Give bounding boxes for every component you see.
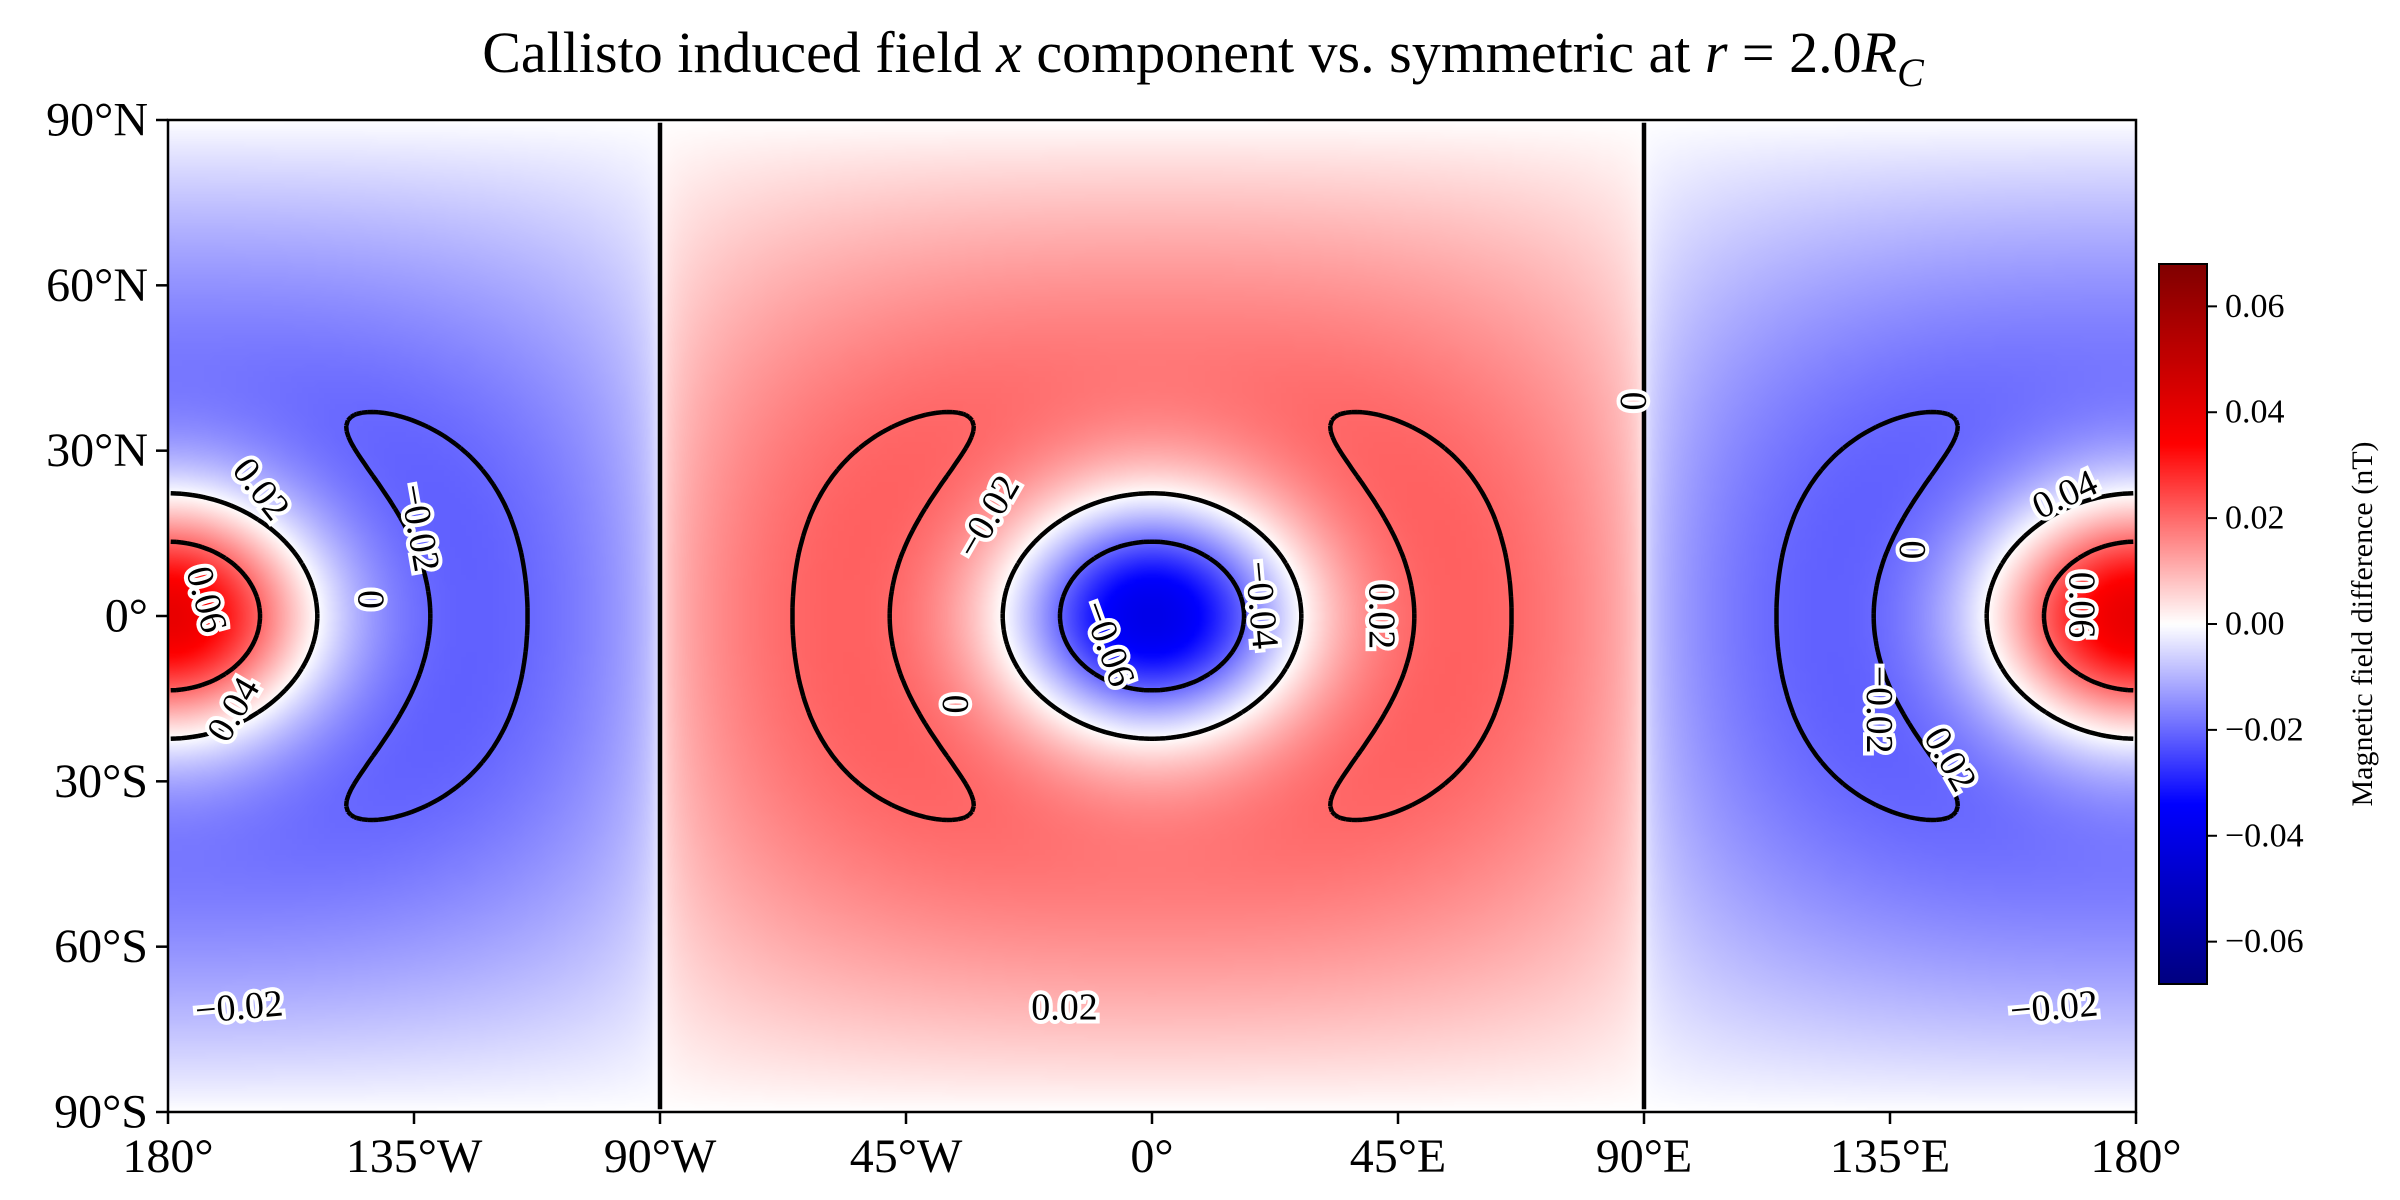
y-axis: 90°N 60°N 30°N 0° 30°S 60°S 90°S bbox=[46, 94, 168, 1139]
x-tick-label: 180° bbox=[122, 1130, 213, 1183]
y-tick-label: 30°N bbox=[46, 424, 148, 477]
colorbar-label: Magnetic field difference (nT) bbox=[2346, 441, 2379, 806]
title-middle: component vs. symmetric at bbox=[1022, 20, 1705, 85]
y-tick-label: 90°N bbox=[46, 94, 148, 147]
contour-label: 0 bbox=[934, 695, 976, 714]
y-tick-label: 60°N bbox=[46, 259, 148, 312]
x-tick-label: 135°E bbox=[1830, 1130, 1951, 1183]
colorbar-tick-label: −0.04 bbox=[2225, 817, 2304, 854]
colorbar-tick-label: 0.06 bbox=[2225, 288, 2285, 325]
contour-label: 0.02 bbox=[1031, 986, 1098, 1028]
title-sub: C bbox=[1897, 50, 1925, 95]
chart-title: Callisto induced field x component vs. s… bbox=[482, 20, 1925, 95]
y-tick-label: 30°S bbox=[54, 755, 148, 808]
contour-label: 0.02 bbox=[1361, 583, 1403, 650]
contour-label: 0 bbox=[1612, 392, 1654, 411]
y-tick-label: 60°S bbox=[54, 920, 148, 973]
contour-label: −0.02 bbox=[1858, 666, 1900, 754]
contour-label: 0 bbox=[349, 590, 391, 609]
x-axis: 180° 135°W 90°W 45°W 0° 45°E 90°E 135°E 180° bbox=[122, 1112, 2182, 1183]
contour-level-neg0p02 bbox=[343, 409, 1961, 823]
colorbar-tick-label: −0.06 bbox=[2225, 923, 2304, 960]
x-tick-label: 45°W bbox=[850, 1130, 963, 1183]
colorbar-tick-label: 0.04 bbox=[2225, 394, 2285, 431]
x-tick-label: 90°E bbox=[1596, 1130, 1693, 1183]
colorbar-tick-label: −0.02 bbox=[2225, 711, 2304, 748]
title-var: x bbox=[995, 20, 1022, 85]
colorbar-tick-label: 0.00 bbox=[2225, 606, 2285, 643]
title-eq: = 2.0 bbox=[1727, 20, 1861, 85]
contour-label: 0 bbox=[1891, 540, 1933, 559]
title-rvar: r bbox=[1705, 20, 1728, 85]
plot-area: 0.020.060.040−0.02−0.02−0.020−0.06 −0.04 0… bbox=[166, 118, 2138, 1114]
title-prefix: Callisto induced field bbox=[482, 20, 996, 85]
x-tick-label: 180° bbox=[2090, 1130, 2181, 1183]
contour-level-0 bbox=[170, 122, 2134, 1110]
contour-label: 0.06 bbox=[2060, 572, 2102, 639]
colorbar-ticks: 0.06 0.04 0.02 0.00 −0.02 −0.04 −0.06 bbox=[2207, 288, 2304, 960]
contour-level-0p02 bbox=[170, 409, 2134, 823]
colorbar: 0.06 0.04 0.02 0.00 −0.02 −0.04 −0.06 Magnetic… bbox=[2158, 263, 2379, 985]
contour-label: −0.02 bbox=[193, 983, 284, 1033]
colorbar-gradient bbox=[2159, 264, 2207, 984]
x-tick-label: 45°E bbox=[1350, 1130, 1447, 1183]
y-tick-label: 0° bbox=[105, 590, 148, 643]
title-R: R bbox=[1861, 20, 1897, 85]
x-tick-label: 135°W bbox=[346, 1130, 483, 1183]
colorbar-tick-label: 0.02 bbox=[2225, 500, 2285, 537]
contour-label: −0.04 bbox=[1237, 559, 1287, 650]
heatmap-image bbox=[168, 120, 2136, 1112]
x-tick-label: 90°W bbox=[604, 1130, 717, 1183]
contour-label: −0.02 bbox=[2008, 983, 2099, 1033]
y-tick-label: 90°S bbox=[54, 1086, 148, 1139]
contour-lines bbox=[170, 122, 2134, 1110]
x-tick-label: 0° bbox=[1130, 1130, 1173, 1183]
